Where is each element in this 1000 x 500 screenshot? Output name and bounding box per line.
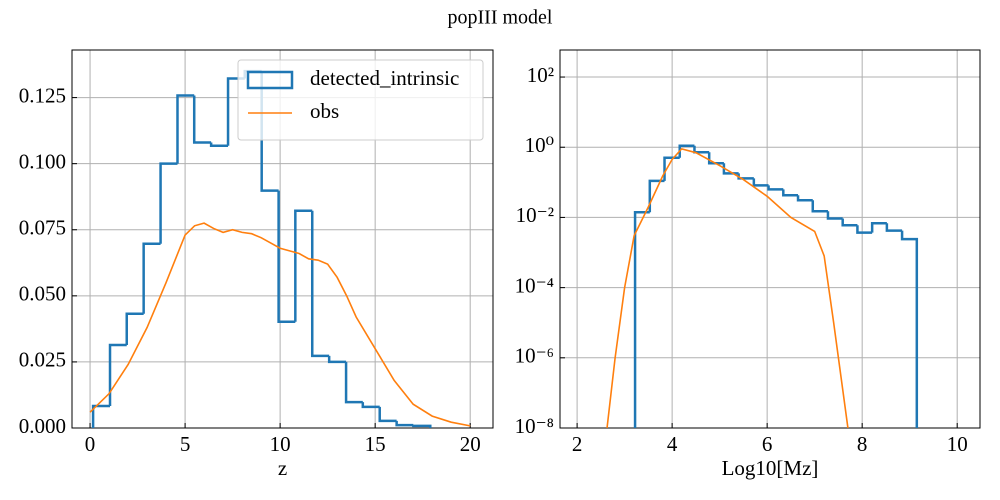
histogram-bin xyxy=(277,190,296,323)
histogram-bin xyxy=(826,211,843,220)
y-tick-label: 10⁰ xyxy=(525,133,554,157)
histogram-bin xyxy=(900,230,919,428)
x-axis-label: Log10[Mz] xyxy=(722,456,819,480)
x-tick-label: 2 xyxy=(572,432,583,456)
y-tick-label: 10⁻⁸ xyxy=(515,414,554,438)
histogram-bin xyxy=(108,343,127,407)
y-tick-label: 0.050 xyxy=(19,282,66,306)
x-tick-label: 10 xyxy=(270,432,291,456)
histogram-bin xyxy=(310,210,330,358)
y-tick-label: 0.125 xyxy=(19,83,66,107)
histogram-bin xyxy=(648,179,665,213)
line xyxy=(606,147,849,428)
legend-swatch xyxy=(246,70,294,90)
histogram-bin xyxy=(752,178,769,187)
y-tick-label: 0.075 xyxy=(19,216,66,240)
legend-box xyxy=(237,59,484,141)
axes: 0 5 10 15 20 0.000 0.025 0.050 0.075 0.100 0.125 z xyxy=(19,49,494,480)
y-tick-label: 10² xyxy=(527,63,554,87)
histogram-bin xyxy=(159,162,178,244)
histogram-bin xyxy=(633,211,650,428)
histogram-bin xyxy=(142,242,161,314)
figure-title: popIII model xyxy=(448,7,553,29)
x-tick-label: 20 xyxy=(460,432,481,456)
x-tick-label: 0 xyxy=(85,432,96,456)
x-axis-label: z xyxy=(278,456,287,480)
histogram-bin xyxy=(707,152,724,165)
histogram-bin xyxy=(344,361,363,404)
histogram-bin xyxy=(885,223,903,232)
x-tick-label: 6 xyxy=(762,432,773,456)
histogram-bin xyxy=(811,200,828,213)
axes: 2 4 6 8 10 10⁻⁸ 10⁻⁶ 10⁻⁴ 10⁻² 10⁰ 10² Log10[Mz] xyxy=(515,49,981,480)
x-tick-label: 5 xyxy=(180,432,191,456)
x-tick-label: 10 xyxy=(947,432,968,456)
y-tick-label: 10⁻² xyxy=(516,203,554,227)
y-tick-label: 10⁻⁴ xyxy=(515,273,554,297)
histogram-bin xyxy=(678,144,695,158)
y-tick-label: 0.000 xyxy=(19,414,66,438)
line xyxy=(89,222,471,427)
histogram-bin xyxy=(192,95,212,144)
histogram-bin xyxy=(378,406,397,423)
histogram-bin xyxy=(209,142,229,147)
histogram-bin xyxy=(782,189,799,197)
axes-frame xyxy=(559,49,981,429)
x-tick-label: 4 xyxy=(667,432,678,456)
y-tick-label: 0.025 xyxy=(19,348,66,372)
histogram-bin xyxy=(870,222,887,233)
axes-frame xyxy=(71,49,494,429)
y-tick-label: 10⁻⁶ xyxy=(515,344,554,368)
x-tick-label: 8 xyxy=(857,432,868,456)
histogram-bin xyxy=(327,355,347,364)
y-tick-label: 0.100 xyxy=(19,149,66,173)
histogram-bin xyxy=(395,420,414,427)
plot-area xyxy=(606,144,919,428)
histogram-bin xyxy=(412,424,432,428)
histogram-bin xyxy=(91,404,111,428)
histogram-bin xyxy=(767,185,784,191)
histogram-bin xyxy=(796,195,813,202)
legend-label: obs xyxy=(310,99,339,123)
x-tick-label: 15 xyxy=(365,432,386,456)
histogram-bin xyxy=(841,218,858,227)
histogram-bin xyxy=(737,173,754,180)
legend-label: detected_intrinsic xyxy=(310,66,459,90)
histogram-bin xyxy=(176,94,195,164)
histogram-bin xyxy=(294,209,313,322)
histogram-bin xyxy=(125,312,144,345)
histogram-bin xyxy=(856,225,873,234)
histogram-bin xyxy=(361,402,380,409)
